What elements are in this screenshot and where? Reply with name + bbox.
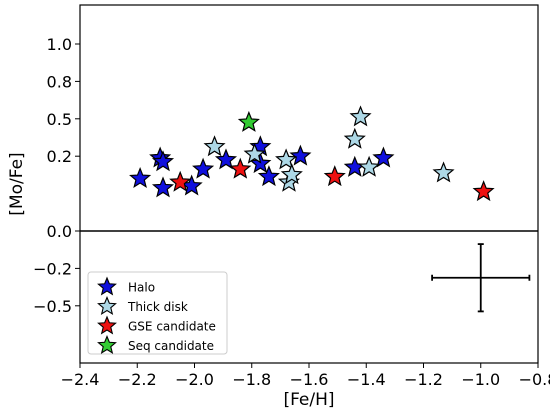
point-gse-candidate <box>472 180 495 202</box>
y-tick-label: 1.0 <box>47 35 72 54</box>
y-axis: 1.0 0.8 0.5 0.2 0.0 −0.2 −0.5 <box>33 35 80 316</box>
legend-label: Seq candidate <box>128 339 214 353</box>
point-halo <box>129 167 152 189</box>
x-tick-label: −2.2 <box>118 370 157 389</box>
point-seq-candidate <box>237 110 260 132</box>
point-thick-disk <box>358 155 381 177</box>
legend: Halo Thick disk GSE candidate Seq candidate <box>87 271 228 355</box>
x-tick-label: −1.8 <box>232 370 271 389</box>
legend-marker <box>97 315 117 335</box>
x-tick-label: −1.2 <box>404 370 443 389</box>
x-axis-label: [Fe/H] <box>283 390 334 410</box>
point-thick-disk <box>349 105 372 127</box>
point-halo <box>214 148 238 170</box>
y-tick-label: −0.2 <box>33 259 72 278</box>
y-axis-label: [Mo/Fe] <box>7 152 27 215</box>
point-thick-disk <box>275 148 298 170</box>
x-tick-label: −1.4 <box>347 370 386 389</box>
legend-marker <box>97 335 117 354</box>
point-gse-candidate <box>229 157 252 179</box>
point-halo <box>372 146 395 168</box>
x-tick-label: −2.4 <box>61 370 100 389</box>
point-halo <box>289 144 312 166</box>
legend-box <box>87 271 228 355</box>
legend-marker <box>97 276 117 296</box>
point-thick-disk <box>432 161 455 183</box>
point-halo <box>257 165 280 187</box>
x-tick-label: −1.6 <box>290 370 329 389</box>
legend-label: GSE candidate <box>128 320 216 334</box>
legend-label: Thick disk <box>127 300 188 314</box>
point-halo <box>192 157 215 179</box>
point-gse-candidate <box>323 165 346 187</box>
data-points <box>129 105 495 202</box>
x-tick-label: −0.8 <box>519 370 550 389</box>
error-bar <box>431 243 531 313</box>
x-axis: −2.4 −2.2 −2.0 −1.8 −1.6 −1.4 −1.2 −1.0 −0.8 <box>61 363 550 389</box>
y-tick-label: 0.8 <box>47 72 72 91</box>
y-tick-label: 0.0 <box>47 222 72 241</box>
point-thick-disk <box>343 127 366 149</box>
x-tick-label: −1.0 <box>461 370 500 389</box>
point-halo <box>151 150 175 172</box>
point-gse-candidate <box>169 170 192 192</box>
y-tick-label: 0.5 <box>47 110 72 129</box>
point-halo <box>151 176 175 198</box>
point-thick-disk <box>203 135 226 157</box>
point-thick-disk <box>243 142 266 164</box>
x-tick-label: −2.0 <box>175 370 214 389</box>
legend-marker <box>97 296 117 315</box>
y-tick-label: 0.2 <box>47 147 72 166</box>
point-thick-disk <box>280 163 303 185</box>
y-tick-label: −0.5 <box>33 297 72 316</box>
legend-label: Halo <box>128 281 155 295</box>
